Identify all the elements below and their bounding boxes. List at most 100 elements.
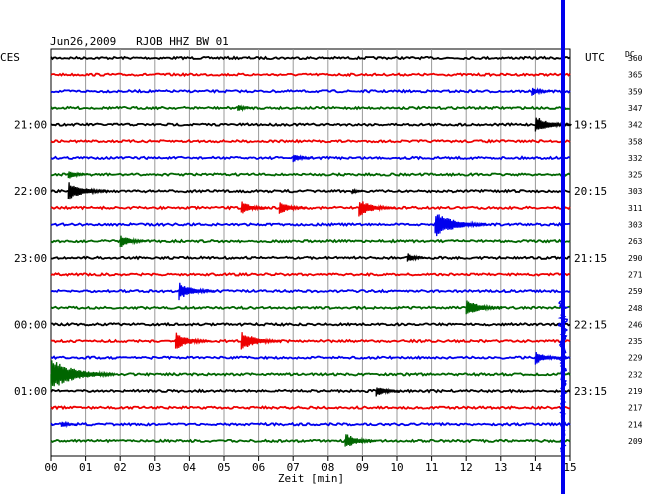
events: [50, 87, 572, 447]
event-2: [534, 117, 572, 132]
x-tick-label: 06: [252, 461, 265, 474]
left-time-label-0: 21:00: [14, 119, 47, 132]
right-axis-label: UTC: [585, 51, 605, 64]
right-time-label-1: 20:15: [574, 185, 607, 198]
event-16: [240, 332, 282, 350]
event-12: [406, 253, 427, 262]
dc-value-15: 248: [628, 304, 643, 313]
trace-10: [50, 221, 571, 227]
event-6: [351, 187, 364, 195]
event-5: [67, 182, 109, 200]
trace-21: [50, 405, 570, 411]
x-tick-label: 00: [44, 461, 57, 474]
right-time-label-4: 23:15: [574, 385, 607, 398]
trace-23: [50, 438, 571, 444]
dc-value-3: 347: [628, 104, 643, 113]
x-tick-label: 04: [183, 461, 197, 474]
dc-value-22: 214: [628, 420, 643, 429]
trace-19: [50, 371, 571, 377]
x-tick-label: 13: [494, 461, 507, 474]
trace-18: [50, 355, 571, 361]
dc-value-1: 365: [628, 71, 643, 80]
dc-value-10: 303: [628, 221, 643, 230]
trace-2: [50, 88, 571, 94]
trace-4: [50, 122, 570, 127]
trace-14: [50, 288, 571, 294]
trace-5: [50, 138, 571, 144]
dc-value-6: 332: [628, 154, 643, 163]
event-1: [237, 104, 254, 112]
labels: 00 01 02 03 04 05 06 07 08 09 10 11 12 13 14 15 360 365 35…: [14, 54, 643, 474]
left-time-label-2: 23:00: [14, 252, 47, 265]
trace-1: [50, 72, 571, 78]
trace-13: [50, 272, 571, 277]
event-15: [174, 332, 213, 349]
grid: [50, 48, 571, 461]
x-tick-label: 02: [114, 461, 127, 474]
x-tick-label: 03: [148, 461, 161, 474]
event-21: [344, 434, 377, 447]
x-tick-label: 14: [529, 461, 543, 474]
dc-value-19: 232: [628, 370, 643, 379]
dc-value-18: 229: [628, 354, 643, 363]
left-time-label-4: 01:00: [14, 385, 47, 398]
event-8: [278, 202, 308, 214]
dc-value-2: 359: [628, 87, 643, 96]
trace-8: [50, 188, 570, 194]
event-13: [178, 282, 216, 301]
dc-value-8: 303: [628, 187, 643, 196]
x-tick-label: 15: [563, 461, 576, 474]
event-14: [465, 300, 503, 315]
event-20: [60, 420, 77, 429]
event-17: [534, 352, 563, 365]
right-time-label-2: 21:15: [574, 252, 607, 265]
trace-20: [50, 388, 571, 394]
x-tick-label: 10: [390, 461, 403, 474]
traces: [50, 55, 571, 444]
dc-value-14: 259: [628, 287, 643, 296]
trace-22: [50, 421, 571, 427]
event-11: [119, 235, 148, 248]
dc-header: DC: [625, 50, 635, 59]
event-9: [358, 201, 396, 217]
left-time-label-3: 00:00: [14, 318, 47, 331]
event-0: [531, 87, 552, 96]
event-19: [375, 387, 400, 397]
x-tick-label: 01: [79, 461, 92, 474]
chart-title: Jun26,2009 RJOB HHZ BW 01: [50, 35, 229, 48]
dc-value-21: 217: [628, 404, 643, 413]
dc-value-12: 290: [628, 254, 643, 263]
dc-value-16: 246: [628, 320, 643, 329]
event-10: [434, 214, 488, 237]
dc-value-23: 209: [628, 437, 643, 446]
trace-3: [50, 105, 571, 111]
trace-7: [50, 172, 571, 177]
x-tick-label: 11: [425, 461, 438, 474]
left-axis-label: CES: [0, 51, 20, 64]
event-7: [240, 201, 269, 214]
marker-burst: [557, 299, 570, 455]
x-axis-label: Zeit [min]: [278, 472, 344, 485]
x-tick-label: 07: [287, 461, 300, 474]
x-tick-label: 12: [460, 461, 473, 474]
event-18: [50, 360, 116, 390]
x-tick-label: 05: [217, 461, 230, 474]
dc-value-11: 263: [628, 237, 643, 246]
trace-0: [50, 55, 571, 61]
x-tick-label: 09: [356, 461, 369, 474]
dc-value-13: 271: [628, 270, 643, 279]
dc-value-0: 360: [628, 54, 643, 63]
dc-value-20: 219: [628, 387, 643, 396]
right-time-label-3: 22:15: [574, 318, 607, 331]
x-tick-label: 08: [321, 461, 334, 474]
right-time-label-0: 19:15: [574, 119, 607, 132]
trace-16: [51, 321, 571, 327]
dc-value-17: 235: [628, 337, 643, 346]
dc-value-4: 342: [628, 121, 643, 130]
dc-value-9: 311: [628, 204, 643, 213]
event-3: [292, 154, 313, 163]
time-marker: [557, 0, 570, 494]
trace-9: [50, 205, 571, 211]
plot-frame: [50, 48, 571, 457]
